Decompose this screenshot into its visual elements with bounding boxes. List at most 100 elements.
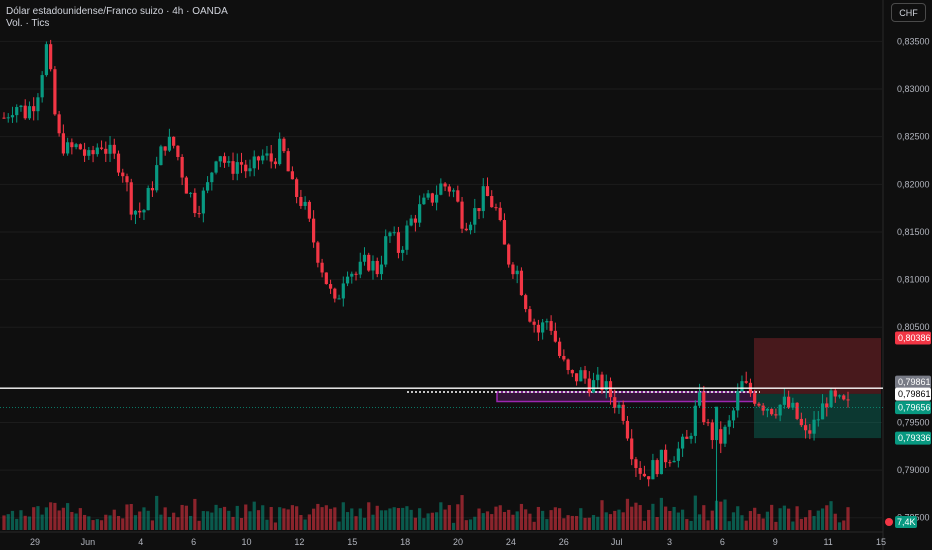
candle-body [15, 107, 19, 116]
volume-bar [727, 521, 731, 530]
volume-bar [295, 506, 299, 530]
volume-bar [53, 502, 57, 530]
x-tick-label: Jul [611, 537, 623, 547]
volume-bar [761, 518, 765, 530]
candle-body [189, 192, 193, 194]
volume-bar [587, 517, 591, 530]
y-tick-label: 0,79000 [897, 465, 930, 475]
volume-bar [842, 520, 846, 530]
chart-legend: Dólar estadounidense/Franco suizo · 4h ·… [6, 6, 228, 30]
price-label: 0,79861 [898, 389, 931, 399]
candle-body [218, 156, 222, 162]
candle-body [579, 370, 583, 382]
candle-body [320, 262, 324, 273]
volume-label-bg [895, 516, 917, 528]
candle-body [443, 183, 447, 187]
candle-body [816, 419, 820, 421]
volume-bar [172, 512, 176, 530]
volume-bar [32, 507, 36, 530]
volume-bar [422, 518, 426, 530]
candle-body [591, 380, 596, 393]
candle-body [367, 254, 371, 271]
volume-bar [163, 507, 167, 530]
volume-bar [354, 516, 358, 530]
volume-bar [290, 505, 295, 530]
volume-bar [95, 519, 99, 530]
candle-body [49, 44, 53, 70]
x-tick-label: 6 [720, 537, 725, 547]
candle-body [23, 105, 27, 119]
volume-bar [235, 505, 239, 530]
volume-bar [337, 521, 341, 530]
volume-bar [197, 520, 201, 530]
candle-body [532, 321, 536, 325]
candle-body [95, 147, 99, 155]
candle-body [32, 106, 36, 112]
volume-bar [74, 513, 78, 530]
volume-bar [104, 514, 108, 530]
candle-body [494, 207, 498, 209]
volume-bar [451, 522, 456, 530]
candle-body [562, 355, 566, 360]
volume-bar [44, 507, 49, 530]
volume-bar [116, 515, 121, 530]
candle-body [269, 153, 273, 162]
volume-bar [27, 516, 32, 530]
candle-body [214, 161, 218, 173]
volume-bar [456, 504, 460, 530]
candle-body [295, 179, 299, 198]
volume-bar [384, 510, 388, 530]
candle-body [2, 117, 6, 119]
volume-bar [672, 506, 676, 530]
candle-body [447, 186, 451, 192]
volume-bar [82, 514, 87, 530]
candle-body [316, 242, 320, 263]
volume-bar [231, 516, 235, 530]
candle-body [409, 218, 413, 226]
volume-bar [2, 515, 6, 530]
volume-bar [787, 508, 791, 530]
volume-bar [803, 517, 808, 530]
volume-bar [150, 520, 155, 530]
candle-body [138, 210, 142, 213]
candle-body [600, 374, 604, 391]
volume-bar [693, 495, 697, 530]
currency-button[interactable]: CHF [891, 3, 926, 22]
candle-body [396, 232, 401, 253]
x-tick-label: 29 [30, 537, 40, 547]
volume-bar [566, 515, 570, 530]
candle-body [481, 186, 485, 212]
volume-bar [282, 508, 286, 530]
volume-bar [273, 522, 278, 530]
volume-bar [731, 512, 736, 530]
volume-bar [350, 508, 354, 530]
volume-bar [545, 519, 549, 530]
candle-body [604, 381, 608, 391]
volume-bar [553, 507, 557, 530]
volume-bar [375, 505, 379, 530]
volume-bar [485, 511, 490, 530]
candle-body [808, 430, 812, 434]
candle-body [557, 341, 562, 356]
candle-body [142, 210, 146, 213]
candle-body [36, 97, 40, 112]
volume-bar [524, 509, 528, 530]
volume-bar [278, 507, 282, 530]
y-tick-label: 0,82500 [897, 132, 930, 142]
volume-bar [753, 507, 757, 530]
volume-bar [138, 511, 142, 530]
volume-bar [816, 510, 820, 530]
candle-body [642, 473, 647, 477]
volume-bar [464, 520, 468, 530]
volume-bar [36, 506, 40, 530]
candle-body [714, 406, 719, 441]
candle-body [341, 283, 345, 299]
candle-body [205, 182, 210, 191]
volume-bar [40, 514, 44, 530]
candle-body [473, 208, 477, 225]
candle-body [337, 298, 341, 300]
symbol-title: Dólar estadounidense/Franco suizo · 4h ·… [6, 6, 228, 17]
volume-bar [248, 511, 252, 530]
volume-bar [782, 505, 786, 530]
